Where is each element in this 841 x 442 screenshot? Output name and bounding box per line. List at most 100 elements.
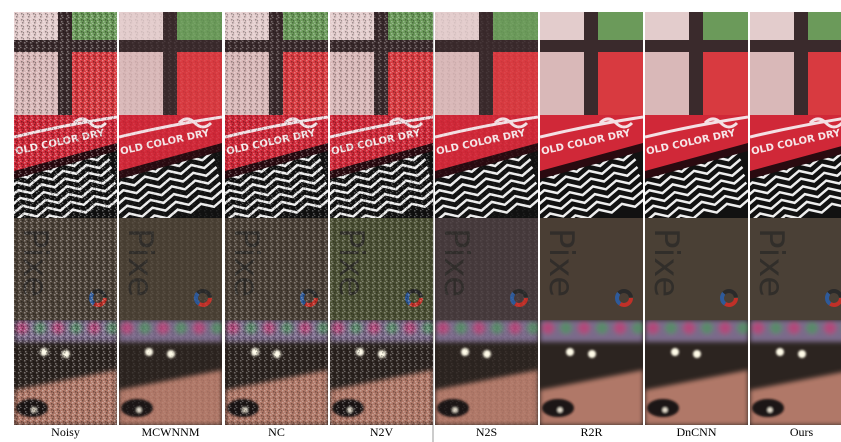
light xyxy=(566,348,574,356)
noise xyxy=(435,12,538,115)
image-patch: OLD COLOR DRY xyxy=(424,115,542,230)
image-patch xyxy=(225,320,329,425)
image-patch: Pixe xyxy=(645,218,748,320)
spot xyxy=(701,322,713,334)
image-patch: Pixe xyxy=(435,218,538,320)
light xyxy=(558,408,563,413)
noise xyxy=(119,12,222,115)
patch-text: Pixe xyxy=(646,228,686,297)
noise xyxy=(330,218,433,320)
noise xyxy=(435,115,538,218)
column-label: R2R xyxy=(580,425,602,439)
noise xyxy=(14,115,117,218)
noise xyxy=(225,115,328,218)
light xyxy=(693,350,701,358)
spot xyxy=(614,322,626,334)
noise xyxy=(225,320,328,425)
light xyxy=(663,408,668,413)
image-patch: Pixe xyxy=(225,218,328,320)
image-patch xyxy=(225,12,328,115)
cross xyxy=(584,12,598,115)
image-patch xyxy=(540,12,643,115)
light xyxy=(776,348,784,356)
noise xyxy=(14,218,117,320)
shadow xyxy=(752,399,784,417)
image-patch: OLD COLOR DRY xyxy=(529,115,647,230)
image-patch xyxy=(645,320,749,425)
band xyxy=(645,320,748,342)
noise xyxy=(435,218,538,320)
patch-text: Pixe xyxy=(541,228,581,297)
column-label: Noisy xyxy=(51,425,80,439)
noise xyxy=(14,12,117,115)
image-patch: OLD COLOR DRY xyxy=(739,115,841,230)
shadow xyxy=(647,399,679,417)
patch-bg xyxy=(540,12,584,42)
light xyxy=(588,350,596,358)
spot xyxy=(770,322,782,334)
image-patch: Pixe xyxy=(14,218,117,320)
spot xyxy=(806,322,818,334)
spot xyxy=(578,322,590,334)
patch-bg xyxy=(598,52,643,115)
column-label: N2S xyxy=(476,425,497,439)
image-patch: Pixe xyxy=(119,218,222,320)
image-patch xyxy=(330,320,434,425)
image-patch xyxy=(330,12,433,115)
image-patch xyxy=(14,320,118,425)
patch-bg xyxy=(645,12,689,42)
image-patch: Pixe xyxy=(330,218,433,320)
cross xyxy=(645,40,748,52)
cross xyxy=(794,12,808,115)
spot xyxy=(647,322,659,334)
spot xyxy=(683,322,695,334)
noise xyxy=(435,320,538,425)
column-label: MCWNNM xyxy=(141,425,199,439)
band xyxy=(540,320,643,342)
spot xyxy=(596,322,608,334)
column-label: Ours xyxy=(790,425,814,439)
patch-bg xyxy=(808,12,841,42)
spot xyxy=(788,322,800,334)
spot xyxy=(560,322,572,334)
spot xyxy=(542,322,554,334)
cross xyxy=(750,40,841,52)
light xyxy=(798,350,806,358)
shadow xyxy=(542,399,574,417)
image-patch xyxy=(119,320,223,425)
image-patch: OLD COLOR DRY xyxy=(3,115,121,230)
cross xyxy=(689,12,703,115)
patch-bg xyxy=(750,12,794,42)
noise xyxy=(330,320,433,425)
image-patch: OLD COLOR DRY xyxy=(319,115,437,230)
image-patch: Pixe xyxy=(750,218,841,320)
image-patch: OLD COLOR DRY xyxy=(634,115,752,230)
image-patch: OLD COLOR DRY xyxy=(214,115,332,230)
image-patch xyxy=(645,12,748,115)
noise xyxy=(330,12,433,115)
spot xyxy=(665,322,677,334)
patch-bg xyxy=(808,52,841,115)
patch-text: Pixe xyxy=(751,228,791,297)
image-patch xyxy=(435,12,538,115)
cross xyxy=(540,40,643,52)
image-patch xyxy=(540,320,644,425)
noise xyxy=(225,218,328,320)
image-patch xyxy=(119,12,222,115)
noise xyxy=(330,115,433,218)
spot xyxy=(632,322,644,334)
noise xyxy=(119,115,222,218)
spot xyxy=(719,322,731,334)
patch-bg xyxy=(598,12,643,42)
spot xyxy=(752,322,764,334)
spot xyxy=(824,322,836,334)
image-patch xyxy=(14,12,117,115)
figure: OLD COLOR DRYPixeNoisyOLD COLOR DRYPixeM… xyxy=(0,0,841,442)
noise xyxy=(119,320,222,425)
noise xyxy=(225,12,328,115)
patch-bg xyxy=(703,52,748,115)
noise xyxy=(14,320,117,425)
image-patch: Pixe xyxy=(540,218,643,320)
image-patch: OLD COLOR DRY xyxy=(108,115,226,230)
column-label: N2V xyxy=(370,425,394,439)
